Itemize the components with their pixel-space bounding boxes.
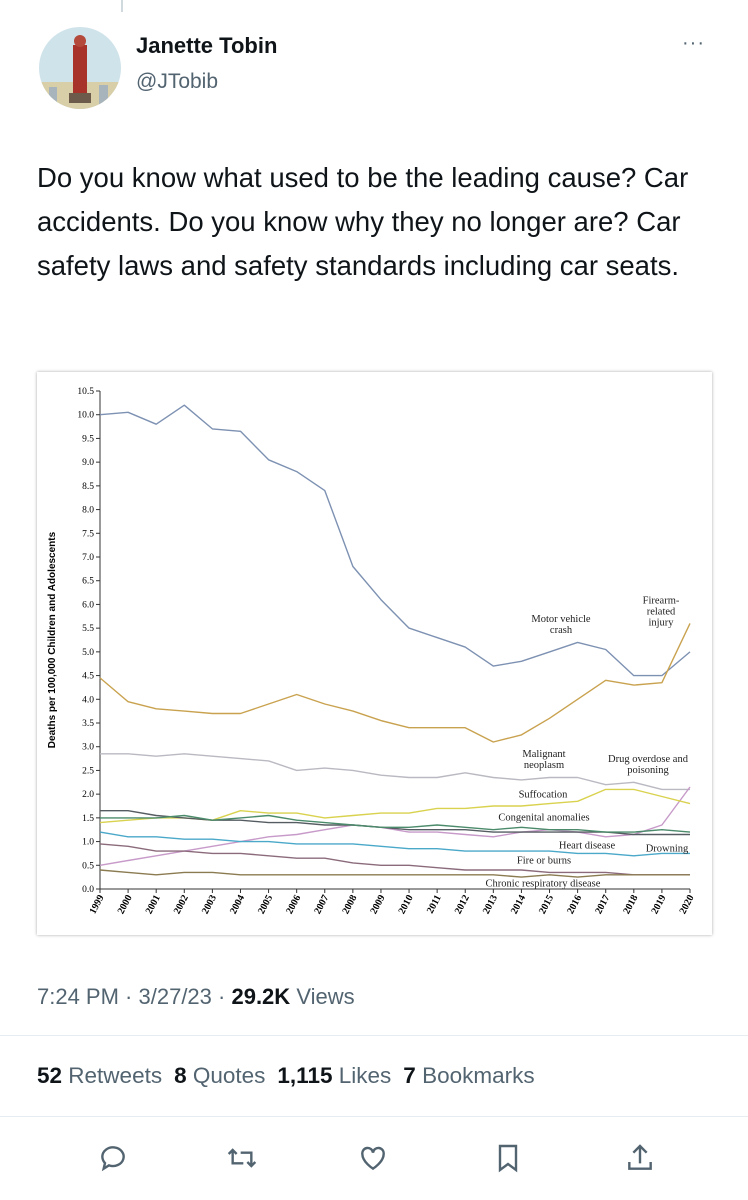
series-annotation: Motor vehicle crash [531, 614, 591, 636]
series-line [99, 404, 691, 677]
chart-image: 0.0 0.5 1.0 1.5 2.0 2.5 3.0 3.5 4.0 4.5 5.0 5.5 6.0 6… [37, 372, 712, 935]
y-axis-label: Deaths per 100,000 Children and Adolesce… [47, 531, 58, 748]
series-line [99, 843, 690, 876]
y-tick-label: 3.5 [82, 719, 94, 729]
series-annotation: Fire or burns [516, 855, 572, 867]
x-tick-label: 2015 [537, 893, 556, 916]
author-name[interactable]: Janette Tobin [136, 33, 278, 58]
series-annotation: Drug overdose and poisoning [608, 754, 688, 776]
x-tick-label: 2001 [144, 893, 163, 916]
y-tick-label: 10.0 [77, 411, 94, 421]
y-tick-label: 9.0 [82, 458, 94, 468]
tweet-text: Do you know what used to be the leading … [37, 162, 689, 281]
y-tick-label: 0.0 [82, 885, 94, 895]
stat[interactable]: 7 Bookmarks [403, 1063, 534, 1088]
x-tick-label: 2013 [481, 893, 500, 916]
x-tick-label: 2003 [200, 893, 219, 916]
stat-count: 1,115 [277, 1063, 333, 1088]
series-annotation: Heart disease [558, 840, 616, 852]
y-tick-label: 8.0 [82, 506, 94, 516]
x-tick-label: 2011 [425, 893, 444, 915]
stat-count: 8 [174, 1063, 187, 1088]
series-line [99, 869, 690, 878]
views-count: 29.2K [231, 984, 291, 1009]
x-tick-label: 2014 [509, 893, 528, 916]
bookmark-button[interactable] [492, 1142, 524, 1174]
y-tick-label: 3.0 [82, 743, 94, 753]
more-menu[interactable]: ··· [682, 32, 705, 54]
stat-count: 7 [403, 1063, 416, 1088]
series-line [99, 831, 690, 857]
x-tick-label: 2019 [649, 893, 668, 916]
y-tick-label: 7.5 [82, 529, 94, 539]
stat-label: Likes [338, 1063, 392, 1088]
x-tick-label: 2016 [565, 893, 584, 916]
series-annotation: Malignant neoplasm [522, 749, 566, 771]
x-tick-label: 2005 [256, 893, 275, 916]
divider [0, 1035, 748, 1036]
y-tick-label: 2.5 [82, 766, 94, 776]
stat[interactable]: 52 Retweets [37, 1063, 162, 1088]
series-annotation: Congenital anomalies [498, 812, 590, 824]
series-annotation: Firearm-related injury [642, 595, 680, 629]
retweet-button[interactable] [226, 1142, 258, 1174]
x-tick-label: 2009 [368, 893, 387, 916]
y-tick-label: 5.0 [82, 648, 94, 658]
x-tick-label: 2008 [340, 893, 359, 916]
x-tick-label: 2007 [312, 893, 331, 916]
series-line [100, 814, 691, 833]
x-tick-label: 2012 [453, 893, 472, 916]
stat-label: Bookmarks [422, 1063, 535, 1088]
y-tick-label: 5.5 [82, 624, 94, 634]
y-tick-label: 4.5 [82, 672, 94, 682]
date: 3/27/23 [138, 984, 212, 1009]
x-tick-label: 2010 [397, 893, 416, 916]
y-tick-label: 6.0 [82, 600, 94, 610]
x-tick-label: 2017 [593, 893, 612, 916]
series-annotation: Chronic respiratory disease [485, 878, 601, 890]
series-line [99, 786, 691, 866]
avatar[interactable] [39, 27, 121, 109]
series-annotation: Drowning [645, 843, 689, 855]
stat[interactable]: 8 Quotes [174, 1063, 265, 1088]
y-tick-label: 8.5 [82, 482, 94, 492]
y-tick-label: 1.5 [82, 814, 94, 824]
y-tick-label: 10.5 [77, 387, 94, 397]
y-tick-label: 4.0 [82, 695, 94, 705]
y-tick-label: 2.0 [82, 790, 94, 800]
views-label: Views [296, 984, 355, 1009]
x-tick-label: 2000 [116, 893, 135, 916]
y-tick-label: 9.5 [82, 434, 94, 444]
time: 7:24 PM [37, 984, 119, 1009]
stat-count: 52 [37, 1063, 63, 1088]
y-tick-label: 1.0 [82, 838, 94, 848]
x-tick-label: 2020 [678, 893, 697, 916]
series-annotation: Suffocation [518, 789, 568, 801]
series-line [100, 753, 690, 791]
series-line [99, 623, 691, 743]
y-tick-label: 0.5 [82, 861, 94, 871]
x-tick-label: 2004 [228, 893, 247, 916]
divider [0, 1116, 748, 1117]
author-handle[interactable]: @JTobib [136, 70, 219, 93]
y-tick-label: 6.5 [82, 577, 94, 587]
stats-row: 52 Retweets 8 Quotes 1,115 Likes 7 Bookmark… [37, 1063, 547, 1089]
timestamp-line: 7:24 PM · 3/27/23 · 29.2K Views [37, 984, 355, 1009]
x-tick-label: 1999 [88, 893, 107, 916]
x-tick-label: 2006 [284, 893, 303, 916]
x-tick-label: 2018 [621, 893, 640, 916]
series-line [100, 810, 690, 836]
stat[interactable]: 1,115 Likes [277, 1063, 391, 1088]
stat-label: Quotes [192, 1063, 266, 1088]
x-tick-label: 2002 [172, 893, 191, 916]
thread-line [121, 0, 123, 12]
share-button[interactable] [624, 1142, 656, 1174]
reply-button[interactable] [97, 1142, 129, 1174]
chart: 0.0 0.5 1.0 1.5 2.0 2.5 3.0 3.5 4.0 4.5 5.0 5.5 6.0 6… [47, 387, 697, 916]
y-tick-label: 7.0 [82, 553, 94, 563]
stat-label: Retweets [68, 1063, 163, 1088]
like-button[interactable] [357, 1142, 389, 1174]
